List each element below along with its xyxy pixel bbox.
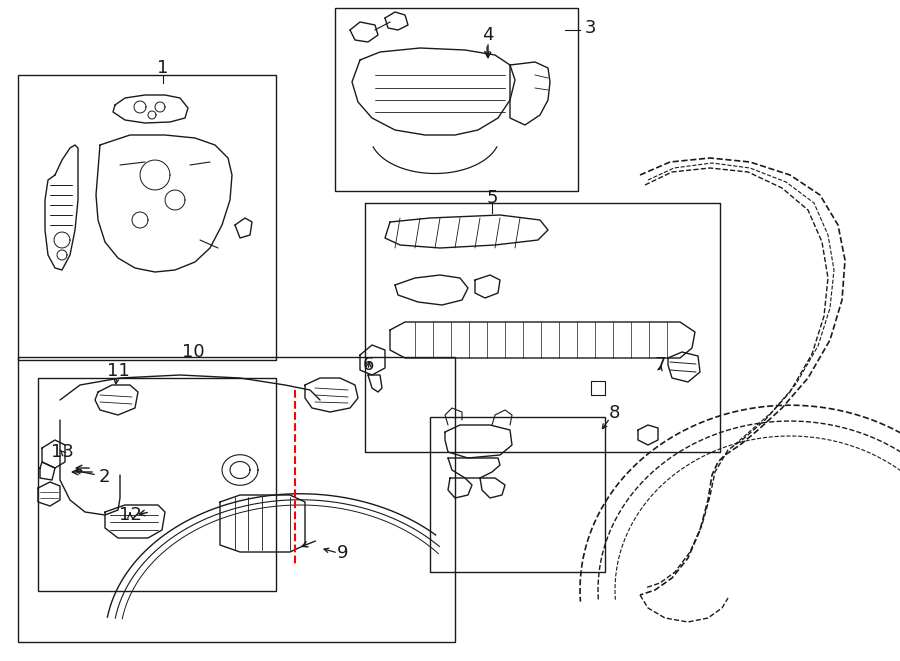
- Bar: [335, 8, 578, 191]
- Bar: [430, 417, 605, 572]
- Text: 3: 3: [584, 19, 596, 37]
- Text: 6: 6: [363, 356, 374, 374]
- Text: 7: 7: [654, 356, 666, 374]
- Text: 9: 9: [338, 544, 349, 562]
- Text: 10: 10: [182, 343, 204, 361]
- Text: 13: 13: [50, 443, 74, 461]
- Text: 8: 8: [608, 404, 620, 422]
- Bar: [18, 75, 276, 360]
- Bar: [38, 378, 276, 591]
- Text: 12: 12: [119, 506, 141, 524]
- Text: 1: 1: [158, 59, 168, 77]
- Text: 5: 5: [486, 189, 498, 207]
- Text: 11: 11: [106, 362, 130, 380]
- Bar: [18, 357, 455, 642]
- Text: 4: 4: [482, 26, 494, 44]
- Text: 2: 2: [98, 468, 110, 486]
